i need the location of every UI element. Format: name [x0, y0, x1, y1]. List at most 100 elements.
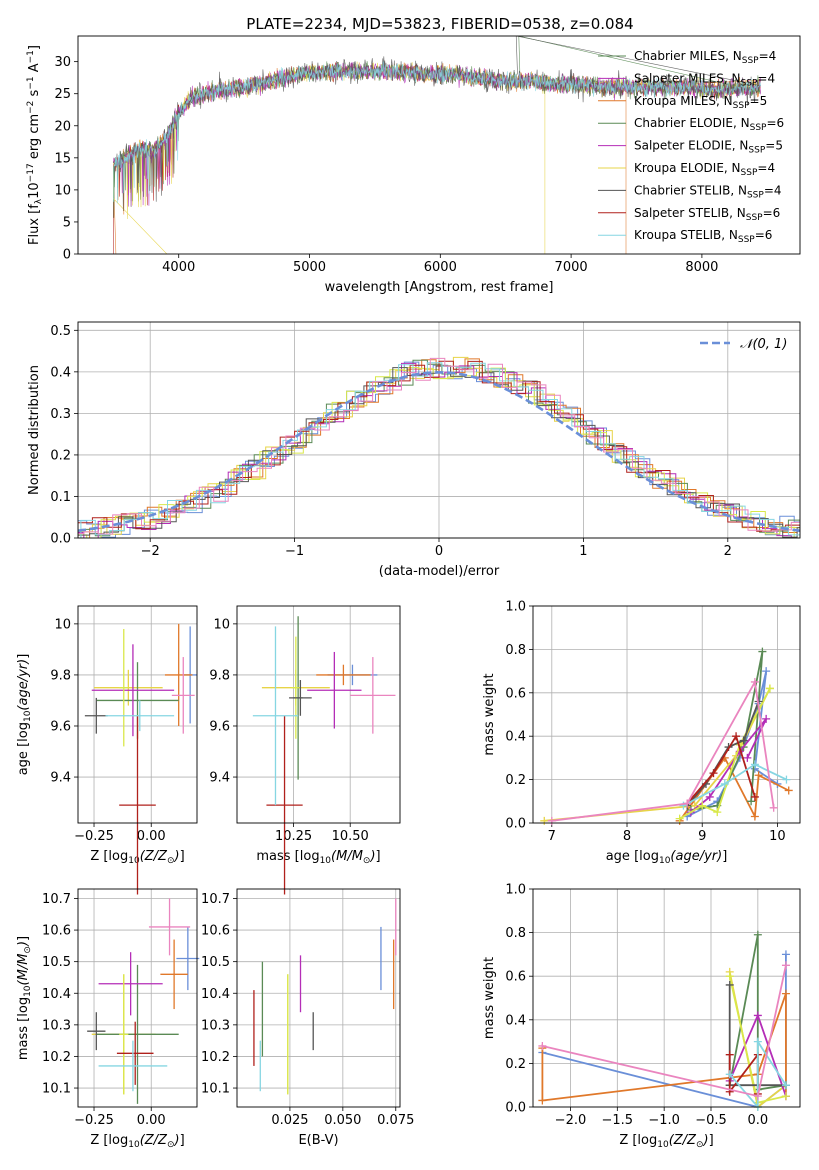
y-tick-label: 0.2 — [50, 448, 71, 463]
y-tick-label: 25 — [54, 87, 71, 102]
y-tick-label: 10.3 — [201, 1018, 230, 1033]
x-tick-label: −0.25 — [74, 829, 114, 844]
series-marker — [538, 1041, 547, 1050]
age-vs-mass-axes: 10.25 10.50 9.4 9.6 9.8 10 mass [log10(M/M⊙)] — [209, 606, 400, 866]
series-marker — [713, 808, 722, 817]
y-tick-label: 0.0 — [505, 1101, 526, 1116]
figure-title: PLATE=2234, MJD=53823, FIBERID=0538, z=0… — [246, 15, 633, 33]
y-tick-label: 20 — [54, 119, 71, 134]
series-marker — [683, 799, 692, 808]
series-marker — [781, 961, 790, 970]
errorbar-point — [160, 939, 188, 1010]
age-vs-Z-points — [84, 623, 197, 895]
y-tick-label: 30 — [54, 55, 71, 70]
series-line — [682, 763, 787, 807]
legend-label: Kroupa ELODIE, NSSP=4 — [634, 161, 775, 178]
errorbar-point — [148, 898, 191, 956]
legend-label: Chabrier MILES, NSSP=4 — [634, 49, 776, 66]
y-tick-label: 1.0 — [505, 883, 526, 898]
y-tick-label: 10.5 — [42, 955, 71, 970]
errorbar-point — [98, 952, 163, 1016]
series-marker — [762, 714, 771, 723]
x-tick-label: 8 — [623, 829, 631, 844]
series-marker — [725, 1050, 734, 1059]
x-tick-label: 6000 — [424, 260, 457, 275]
x-tick-label: 4000 — [162, 260, 195, 275]
y-tick-label: 10.1 — [201, 1082, 230, 1097]
series-marker — [705, 792, 714, 801]
mass-vs-EBV-points — [253, 898, 397, 1095]
series-line — [729, 1038, 787, 1110]
y-axis-label: mass [log10(M/M⊙)] — [16, 936, 33, 1060]
x-tick-label: −0.25 — [74, 1113, 114, 1128]
y-axis-label: mass weight — [482, 673, 497, 755]
y-tick-label: 0.4 — [505, 730, 526, 745]
y-tick-label: 0.8 — [505, 643, 526, 658]
errorbar-point — [176, 926, 200, 991]
y-tick-label: 10.7 — [201, 892, 230, 907]
y-tick-label: 0.0 — [50, 532, 71, 547]
x-tick-label: 0.025 — [271, 1113, 308, 1128]
y-tick-label: 0.5 — [50, 324, 71, 339]
y-tick-label: 9.4 — [50, 771, 71, 786]
x-tick-label: 7 — [548, 829, 556, 844]
age-vs-mass-frame — [236, 605, 401, 824]
series-line — [686, 734, 756, 805]
errorbar-point — [307, 651, 362, 729]
series-marker — [781, 989, 790, 998]
errorbar-point — [252, 626, 299, 806]
series-marker — [540, 816, 549, 825]
x-tick-label: 2 — [724, 544, 732, 559]
spectrum-legend: Chabrier MILES, NSSP=4 Salpeter MILES, NS… — [598, 49, 784, 245]
spectrum-lines — [112, 36, 762, 254]
y-tick-label: 0.3 — [50, 407, 71, 422]
y-axis-label: age [log10(age/yr)] — [16, 654, 33, 776]
errorbar-point — [116, 1021, 154, 1085]
series-marker — [753, 930, 762, 939]
series-marker — [698, 801, 707, 810]
y-tick-label: 0.6 — [505, 686, 526, 701]
y-tick-label: 9.8 — [50, 668, 71, 683]
y-tick-label: 10.6 — [201, 924, 230, 939]
y-tick-label: 10.4 — [42, 987, 71, 1002]
series-marker — [750, 792, 759, 801]
y-tick-label: 0.4 — [505, 1013, 526, 1028]
y-tick-label: 10.4 — [201, 987, 230, 1002]
x-tick-label: −1.5 — [602, 1113, 634, 1128]
x-axis-label: mass [log10(M/M⊙)] — [256, 849, 380, 866]
y-tick-label: 1.0 — [505, 600, 526, 615]
y-tick-label: 9.6 — [209, 719, 230, 734]
errorbar-point — [84, 697, 108, 734]
residual-histogram-axes: −2 −1 0 1 2 0.0 0.1 0.2 0.3 0.4 0.5 (data-model)/er… — [27, 322, 800, 579]
series-line — [728, 984, 786, 1087]
y-tick-label: 0.8 — [505, 926, 526, 941]
errorbar-point — [105, 700, 175, 732]
errorbar-point — [171, 657, 195, 734]
x-tick-label: −1 — [285, 544, 304, 559]
x-tick-label: 1 — [579, 544, 587, 559]
age-vs-mass-points — [252, 616, 396, 895]
y-tick-label: 10.1 — [42, 1082, 71, 1097]
series-marker — [739, 736, 748, 745]
x-axis-label: E(B-V) — [298, 1133, 338, 1148]
x-tick-label: 9 — [698, 829, 706, 844]
y-tick-label: 0.2 — [505, 773, 526, 788]
y-tick-label: 9.4 — [209, 771, 230, 786]
y-tick-label: 0.6 — [505, 970, 526, 985]
y-tick-label: 10.5 — [201, 955, 230, 970]
mass-vs-EBV-axes: 0.025 0.050 0.075 10.1 10.2 10.3 10.4 10.5 10.6 1… — [201, 889, 414, 1148]
series-marker — [750, 760, 759, 769]
y-tick-label: 10.2 — [201, 1050, 230, 1065]
mass-weight-vs-age-series — [540, 647, 793, 825]
spectrum-axes: 4000 5000 6000 7000 8000 0 5 10 15 20 25 30 waveleng… — [26, 45, 718, 295]
series-marker — [709, 769, 718, 778]
series-marker — [538, 1096, 547, 1105]
errorbar-point — [289, 680, 312, 716]
normal-curve — [78, 370, 800, 532]
y-tick-label: 10.7 — [42, 892, 71, 907]
y-axis-label: mass weight — [482, 957, 497, 1039]
y-tick-label: 9.6 — [50, 719, 71, 734]
x-tick-label: 10.50 — [332, 829, 369, 844]
x-axis-label: Z [log10(Z/Z⊙)] — [90, 1133, 184, 1150]
series-marker — [547, 816, 556, 825]
